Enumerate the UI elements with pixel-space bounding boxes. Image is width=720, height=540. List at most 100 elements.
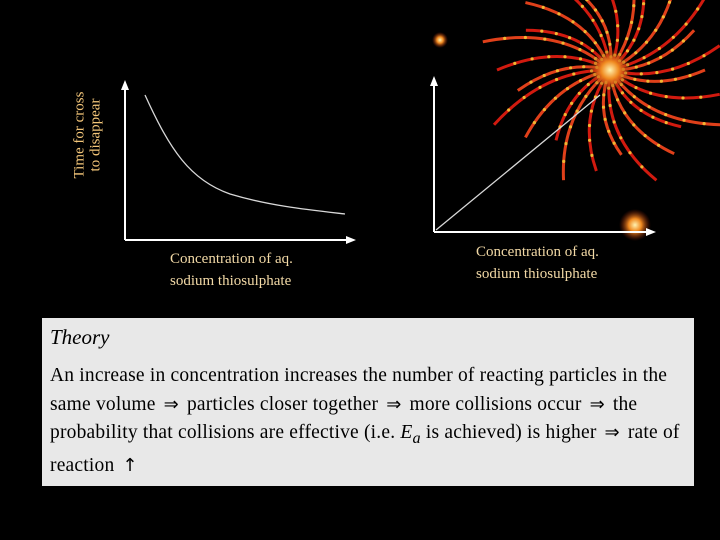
sparkler-ball [588, 48, 632, 92]
sparkler-dot [670, 48, 674, 52]
left-curve [144, 94, 346, 215]
sparkler-dot [616, 98, 620, 102]
sparkler-dot [616, 24, 620, 28]
sparkler-dot [590, 153, 594, 157]
sparkler-dot [682, 118, 686, 122]
sparkler-dot [637, 27, 641, 31]
sparkler-dot [565, 87, 570, 91]
implies-arrow-icon: ⇒ [386, 393, 402, 415]
left-graph [121, 80, 356, 244]
sparkler-dot [600, 19, 604, 23]
sparkler-dot [555, 69, 560, 73]
sparkler-dot [605, 30, 609, 34]
right-x-axis-label: Concentration of aq. sodium thiosulphate [476, 241, 599, 285]
sparkler-dot [580, 41, 584, 45]
sparkler-dot [538, 85, 542, 89]
sparkler-dot [642, 56, 646, 60]
left-x-axis-arrow [346, 236, 356, 244]
theory-segment: E [400, 422, 413, 443]
sparkler-dot [532, 121, 537, 125]
sparkler-dot [673, 77, 678, 81]
sparkler-dot [699, 95, 703, 99]
sparkler-ball [619, 209, 651, 241]
sparkler-dot [612, 141, 616, 145]
sparkler-dot [632, 123, 636, 127]
left-y-axis-arrow [121, 80, 129, 90]
sparkler-dot [681, 96, 685, 100]
right-line [435, 94, 601, 231]
sparkler-dot [601, 105, 606, 109]
sparkler-dot [542, 108, 547, 112]
theory-heading: Theory [50, 325, 110, 349]
sparkler-dot [580, 4, 585, 8]
theory-segment: is achieved) is higher [420, 422, 597, 443]
sparkler-dot [584, 94, 588, 98]
sparkler-dot [642, 2, 646, 6]
sparkler-dot [593, 8, 598, 12]
sparkler-dot [684, 22, 688, 26]
sparkler-dot [628, 151, 632, 155]
sparkler-dot [625, 37, 629, 41]
sparkler-dot [647, 105, 651, 109]
sparkler-dot [664, 121, 668, 125]
sparkler-dot [578, 57, 583, 61]
sparkler-dot [569, 66, 573, 70]
sparkler-dot [541, 5, 545, 9]
sparkler-dot [686, 61, 690, 66]
implies-arrow-icon: ⇒ [163, 393, 179, 415]
sparkler-dot [655, 71, 659, 75]
left-x-label-line-1: Concentration of aq. [170, 251, 293, 267]
sparkler-dot [586, 82, 590, 87]
sparkler-dot [702, 54, 706, 58]
sparkler-dot [671, 35, 675, 39]
sparkler-dot [607, 129, 611, 133]
sparkler-dot [634, 86, 638, 90]
sparkler-dot [640, 15, 644, 19]
theory-text: An increase in concentration increases t… [50, 362, 686, 481]
sparkler-dot [557, 12, 561, 16]
sparkler-dot [640, 165, 644, 169]
sparkler-dot [659, 55, 663, 60]
sparkler-dot [632, 38, 636, 42]
sparkler-dot [540, 29, 544, 33]
sparkler-dot [659, 79, 664, 83]
sparkler-dot [593, 41, 597, 45]
sparkler-dot [587, 123, 592, 128]
sparkler-dot [571, 20, 575, 24]
sparkler-dot [603, 117, 607, 121]
sparkler-dot [608, 42, 612, 46]
sparkler-dot [639, 72, 643, 76]
sparkler-dot [563, 113, 567, 117]
sparkler-dot [612, 120, 616, 124]
sparkler-dot [634, 65, 638, 69]
sparkler-dot [651, 115, 655, 119]
sparkler-dot [572, 72, 576, 76]
implies-arrow-icon: ⇒ [604, 422, 620, 443]
sparkler-dot [582, 65, 586, 69]
sparkler-dot [602, 93, 606, 97]
sparkler-dot [667, 0, 672, 4]
sparkler-dot [620, 91, 625, 95]
sparkler-dot [555, 77, 559, 82]
y-axis-label-line-1: Time for cross [71, 91, 88, 179]
sparkler-dot [625, 49, 630, 53]
sparkler-dot [575, 109, 579, 113]
sparkler-dot [671, 67, 675, 71]
sparkler-dot [644, 40, 649, 44]
sparkler-dot [568, 125, 573, 129]
sparkler-dot [615, 38, 620, 42]
y-axis-label: Time for cross to disappear [62, 55, 112, 215]
left-x-label-line-2: sodium thiosulphate [170, 273, 292, 289]
sparkler-dot [696, 7, 700, 11]
sparkler-dot [585, 0, 589, 2]
sparkler-dot [589, 109, 594, 113]
sparkler-dot [619, 136, 623, 140]
sparkler-dot [507, 108, 511, 112]
theory-segment: particles closer together [186, 393, 379, 415]
sparkler-dot [608, 103, 612, 108]
sparkler-dot [657, 46, 661, 51]
sparkler-dot [522, 95, 526, 100]
sparkler-dot [643, 134, 647, 138]
implies-arrow-icon: ⇒ [589, 393, 605, 415]
